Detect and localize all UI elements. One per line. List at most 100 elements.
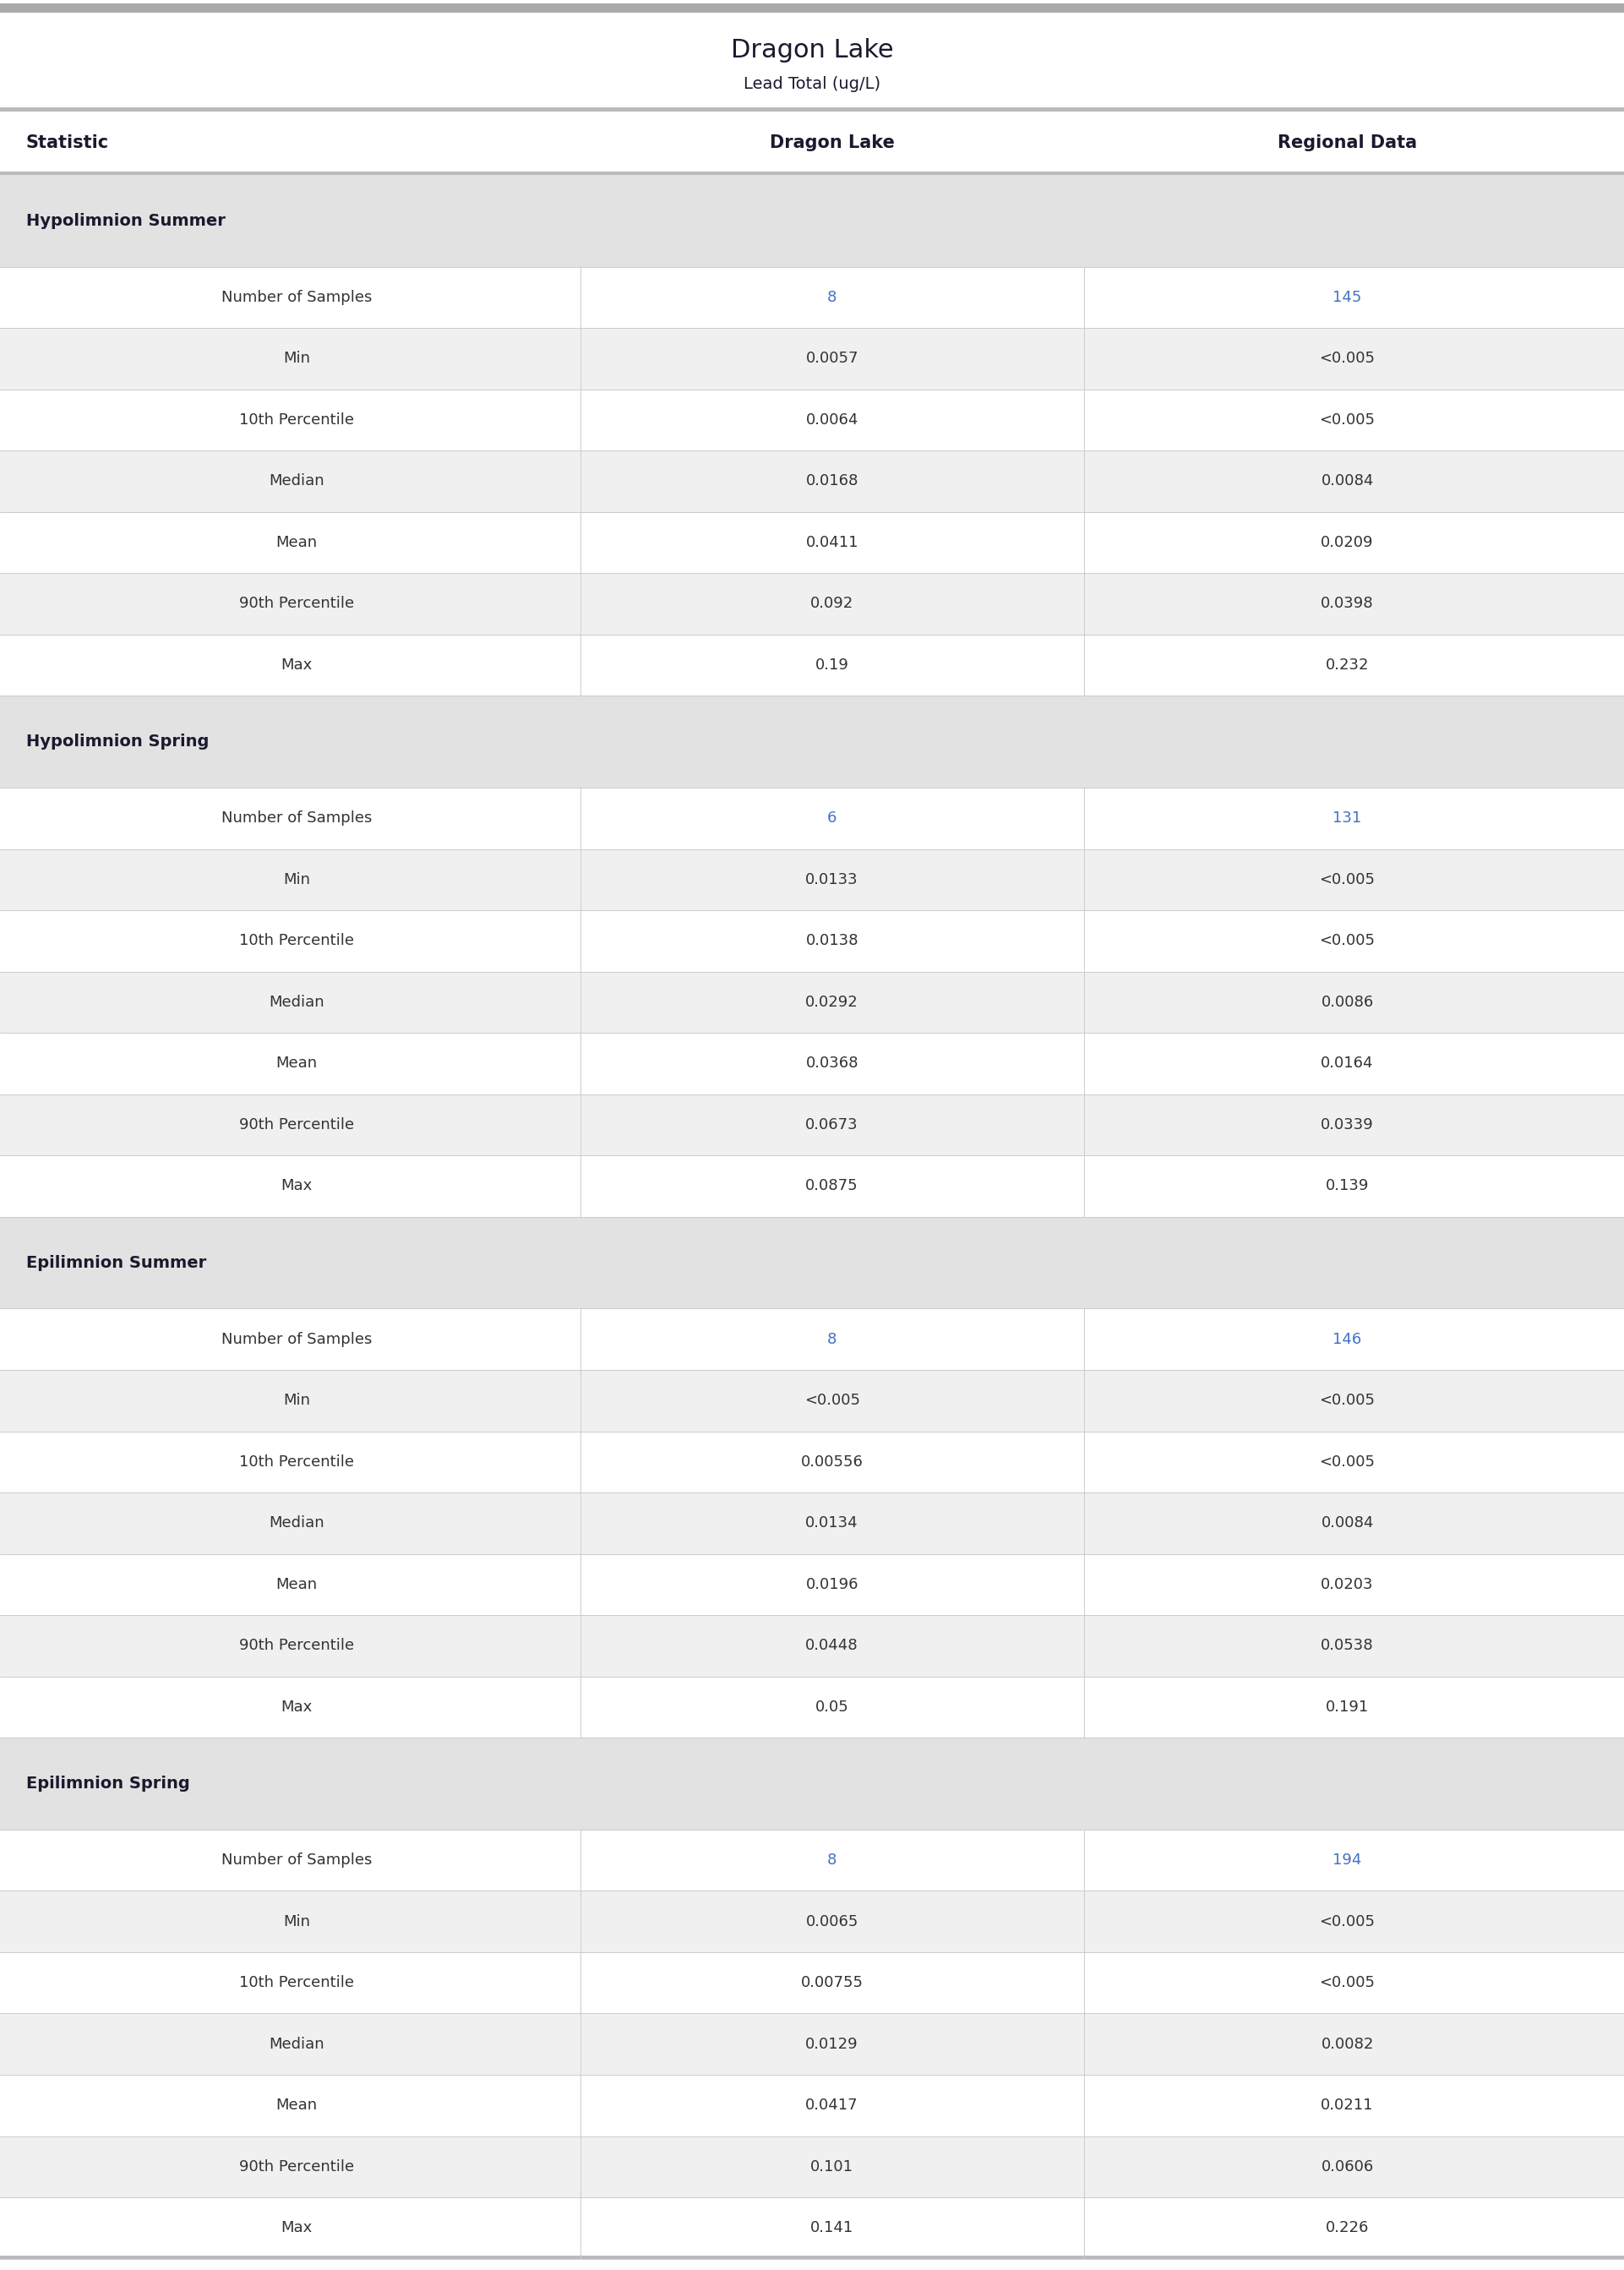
Text: Min: Min — [283, 872, 310, 888]
Text: 0.226: 0.226 — [1325, 2220, 1369, 2236]
Bar — [0, 574, 1624, 636]
Bar — [0, 972, 1624, 1033]
Text: Number of Samples: Number of Samples — [221, 1852, 372, 1868]
Text: 90th Percentile: 90th Percentile — [239, 1639, 354, 1653]
Text: Mean: Mean — [276, 1056, 317, 1071]
Bar — [0, 1310, 1624, 1371]
Bar — [0, 1678, 1624, 1739]
Text: 0.0339: 0.0339 — [1320, 1117, 1374, 1133]
Text: 10th Percentile: 10th Percentile — [239, 1455, 354, 1469]
Text: Regional Data: Regional Data — [1278, 134, 1418, 152]
Text: Median: Median — [270, 994, 325, 1010]
Text: Number of Samples: Number of Samples — [221, 291, 372, 304]
Text: Hypolimnion Spring: Hypolimnion Spring — [26, 733, 209, 749]
Bar — [0, 173, 1624, 175]
Text: Statistic: Statistic — [26, 134, 109, 152]
Text: 0.0411: 0.0411 — [806, 536, 859, 549]
Text: 0.0082: 0.0082 — [1320, 2036, 1374, 2052]
Text: 0.0448: 0.0448 — [806, 1639, 859, 1653]
Text: Max: Max — [281, 2220, 312, 2236]
Text: Lead Total (ug/L): Lead Total (ug/L) — [744, 75, 880, 93]
Text: 0.0209: 0.0209 — [1320, 536, 1374, 549]
Text: 0.0417: 0.0417 — [806, 2097, 859, 2113]
Text: 8: 8 — [827, 1852, 836, 1868]
Bar — [0, 697, 1624, 788]
Bar — [0, 1830, 1624, 1891]
Text: 0.092: 0.092 — [810, 597, 854, 611]
Text: 194: 194 — [1333, 1852, 1363, 1868]
Text: Median: Median — [270, 474, 325, 488]
Bar — [0, 1891, 1624, 1952]
Bar — [0, 513, 1624, 574]
Text: 0.0538: 0.0538 — [1320, 1639, 1374, 1653]
Text: 0.139: 0.139 — [1325, 1178, 1369, 1194]
Text: <0.005: <0.005 — [1319, 1455, 1376, 1469]
Text: Median: Median — [270, 1516, 325, 1530]
Text: 0.0673: 0.0673 — [806, 1117, 859, 1133]
Text: <0.005: <0.005 — [1319, 413, 1376, 427]
Bar — [0, 329, 1624, 390]
Text: Number of Samples: Number of Samples — [221, 1332, 372, 1346]
Text: 0.0133: 0.0133 — [806, 872, 859, 888]
Text: 0.0368: 0.0368 — [806, 1056, 859, 1071]
Bar — [0, 1033, 1624, 1094]
Text: 0.0084: 0.0084 — [1320, 474, 1374, 488]
Text: 8: 8 — [827, 291, 836, 304]
Text: 0.0196: 0.0196 — [806, 1578, 859, 1591]
Text: Dragon Lake: Dragon Lake — [770, 134, 895, 152]
Text: 8: 8 — [827, 1332, 836, 1346]
Text: 10th Percentile: 10th Percentile — [239, 1975, 354, 1991]
Text: 10th Percentile: 10th Percentile — [239, 933, 354, 949]
Text: Max: Max — [281, 658, 312, 672]
Bar — [0, 636, 1624, 697]
Text: 0.232: 0.232 — [1325, 658, 1369, 672]
Text: <0.005: <0.005 — [1319, 1914, 1376, 1930]
Text: Epilimnion Summer: Epilimnion Summer — [26, 1255, 206, 1271]
Text: <0.005: <0.005 — [1319, 933, 1376, 949]
Text: 0.0203: 0.0203 — [1320, 1578, 1374, 1591]
Bar — [0, 1494, 1624, 1555]
Text: Mean: Mean — [276, 1578, 317, 1591]
Text: 90th Percentile: 90th Percentile — [239, 1117, 354, 1133]
Text: 0.00755: 0.00755 — [801, 1975, 864, 1991]
Bar — [0, 788, 1624, 849]
Bar — [0, 2197, 1624, 2259]
Text: 0.05: 0.05 — [815, 1700, 849, 1714]
Bar — [0, 1094, 1624, 1155]
Text: 145: 145 — [1333, 291, 1363, 304]
Text: Dragon Lake: Dragon Lake — [731, 39, 893, 61]
Text: 90th Percentile: 90th Percentile — [239, 597, 354, 611]
Text: Mean: Mean — [276, 2097, 317, 2113]
Bar — [0, 175, 1624, 268]
Text: 0.0086: 0.0086 — [1320, 994, 1374, 1010]
Text: 0.0138: 0.0138 — [806, 933, 859, 949]
Text: 0.141: 0.141 — [810, 2220, 854, 2236]
Text: Max: Max — [281, 1700, 312, 1714]
Text: 0.19: 0.19 — [815, 658, 849, 672]
Text: Median: Median — [270, 2036, 325, 2052]
Text: Min: Min — [283, 352, 310, 365]
Bar — [0, 2075, 1624, 2136]
Text: 131: 131 — [1333, 810, 1363, 826]
Text: 0.101: 0.101 — [810, 2159, 854, 2175]
Bar — [0, 849, 1624, 910]
Text: 0.0606: 0.0606 — [1320, 2159, 1374, 2175]
Bar — [0, 1432, 1624, 1494]
Text: Epilimnion Spring: Epilimnion Spring — [26, 1775, 190, 1791]
Bar — [0, 107, 1624, 111]
Text: 0.0065: 0.0065 — [806, 1914, 859, 1930]
Text: Min: Min — [283, 1914, 310, 1930]
Bar — [0, 1555, 1624, 1616]
Bar — [0, 1616, 1624, 1678]
Bar — [0, 910, 1624, 972]
Text: 0.191: 0.191 — [1325, 1700, 1369, 1714]
Text: <0.005: <0.005 — [1319, 872, 1376, 888]
Text: 0.0057: 0.0057 — [806, 352, 859, 365]
Text: 0.0168: 0.0168 — [806, 474, 859, 488]
Text: Min: Min — [283, 1394, 310, 1407]
Text: Hypolimnion Summer: Hypolimnion Summer — [26, 213, 226, 229]
Text: 146: 146 — [1333, 1332, 1363, 1346]
Bar — [0, 2136, 1624, 2197]
Bar — [0, 268, 1624, 329]
Text: 0.0064: 0.0064 — [806, 413, 859, 427]
